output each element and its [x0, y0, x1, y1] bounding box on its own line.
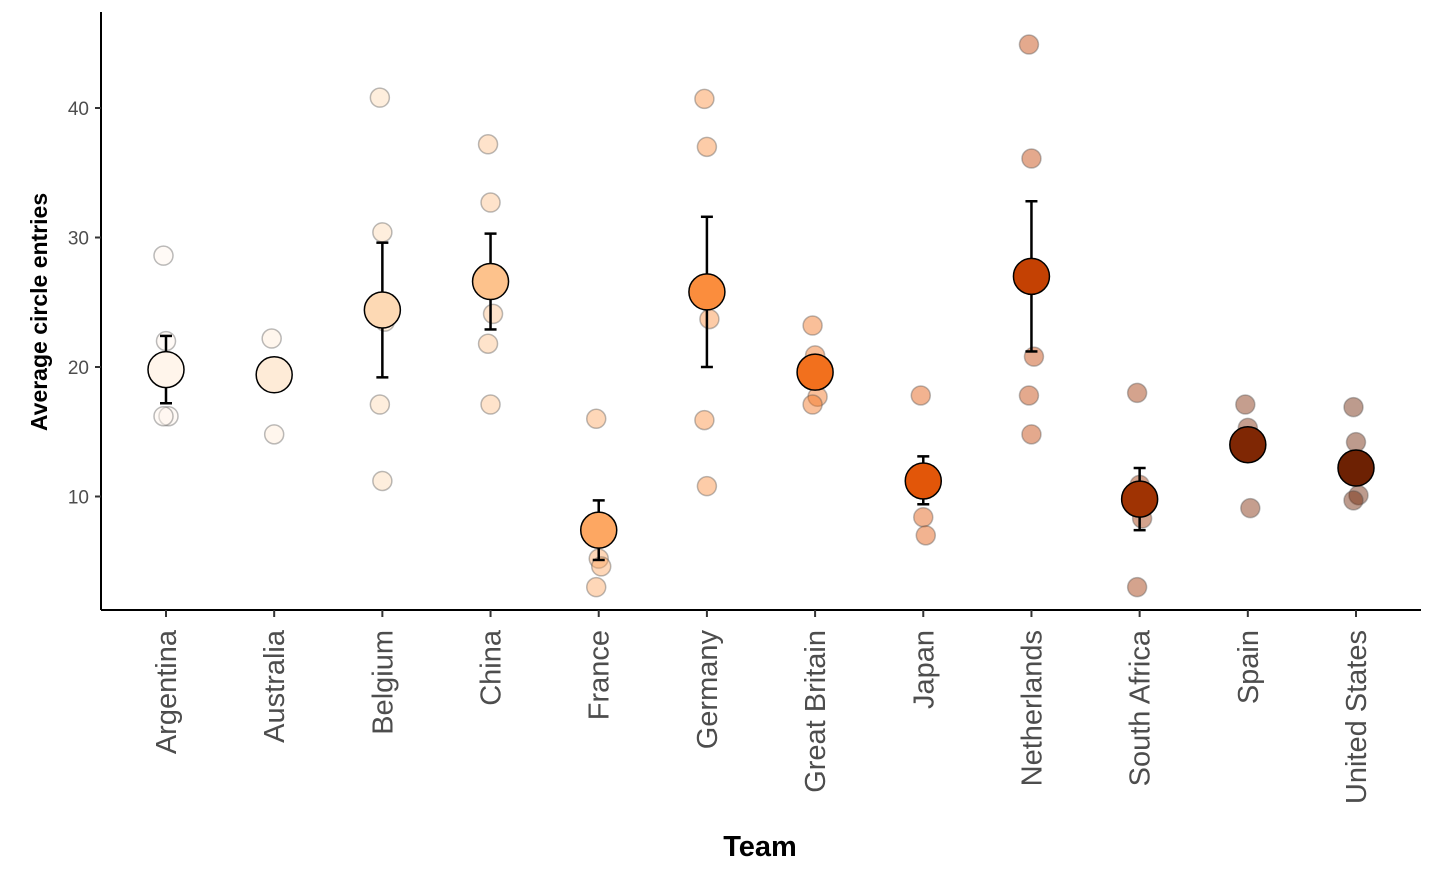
mean-marker-japan: [904, 462, 943, 500]
point-china-1: [480, 192, 501, 213]
point-germany-0: [694, 88, 715, 110]
y-tick-label-40: 40: [68, 99, 89, 120]
point-netherlands-4: [1021, 424, 1042, 445]
mean-marker-great-britain: [796, 353, 834, 391]
point-japan-2: [915, 525, 937, 546]
x-tick-label-argentina: Argentina: [151, 629, 183, 754]
mean-marker-australia: [255, 356, 293, 394]
point-argentina-3: [153, 405, 174, 427]
point-united-states-1: [1345, 431, 1367, 453]
mean-marker-germany: [688, 273, 726, 311]
x-tick-label-netherlands: Netherlands: [1016, 630, 1048, 786]
point-netherlands-0: [1018, 34, 1040, 55]
point-japan-0: [910, 385, 932, 406]
point-china-4: [480, 394, 501, 415]
point-australia-0: [261, 328, 282, 349]
point-belgium-0: [369, 87, 391, 108]
point-south-africa-3: [1126, 576, 1148, 598]
point-belgium-1: [372, 222, 393, 243]
x-axis-title: Team: [723, 831, 797, 863]
point-spain-2: [1240, 497, 1261, 519]
point-spain-0: [1235, 394, 1256, 415]
x-tick-label-belgium: Belgium: [367, 630, 399, 735]
point-australia-1: [263, 424, 285, 445]
point-belgium-3: [369, 394, 391, 415]
point-argentina-0: [153, 245, 174, 266]
mean-marker-spain: [1229, 425, 1267, 464]
y-ticks: 10 20 30 40: [68, 99, 101, 509]
point-netherlands-2: [1023, 346, 1045, 367]
point-united-states-3: [1343, 490, 1364, 511]
x-tick-label-australia: Australia: [259, 629, 291, 743]
mean-marker-china: [471, 262, 510, 301]
y-tick-label-10: 10: [68, 488, 89, 509]
point-great-britain-3: [802, 394, 823, 415]
point-china-2: [482, 303, 504, 325]
x-tick-label-germany: Germany: [692, 630, 724, 750]
point-germany-3: [694, 409, 715, 431]
point-germany-2: [699, 308, 720, 330]
point-netherlands-1: [1021, 148, 1042, 169]
x-tick-label-japan: Japan: [908, 630, 940, 709]
y-axis-title: Average circle entries: [26, 193, 52, 431]
error-bars-layer: [160, 199, 1146, 562]
point-belgium-4: [372, 470, 393, 492]
point-great-britain-0: [802, 315, 823, 336]
mean-marker-south-africa: [1120, 480, 1159, 518]
x-tick-label-china: China: [476, 629, 508, 706]
point-france-0: [585, 408, 607, 430]
point-netherlands-3: [1018, 385, 1040, 406]
mean-marker-united-states: [1337, 449, 1375, 487]
mean-marker-netherlands: [1012, 257, 1051, 296]
y-tick-label-20: 20: [68, 358, 89, 379]
x-ticks: Argentina Australia Belgium China France Germ…: [151, 610, 1373, 804]
mean-markers-layer: [147, 257, 1375, 549]
point-argentina-2: [158, 405, 179, 427]
point-japan-1: [913, 506, 934, 528]
x-tick-label-united-states: United States: [1341, 630, 1373, 804]
mean-marker-france: [579, 511, 618, 549]
x-tick-label-spain: Spain: [1233, 630, 1265, 704]
mean-marker-belgium: [363, 291, 402, 329]
raw-points-layer: [153, 34, 1369, 598]
mean-marker-argentina: [147, 350, 185, 389]
point-france-2: [590, 556, 612, 577]
y-tick-label-30: 30: [68, 229, 89, 250]
point-china-0: [477, 134, 499, 155]
x-tick-label-great-britain: Great Britain: [800, 630, 832, 793]
x-tick-label-france: France: [584, 630, 616, 720]
point-south-africa-0: [1126, 382, 1148, 404]
point-germany-1: [696, 136, 718, 158]
x-tick-label-south-africa: South Africa: [1125, 629, 1157, 786]
point-china-3: [477, 333, 499, 354]
point-france-3: [585, 576, 607, 598]
point-germany-4: [696, 475, 718, 497]
point-united-states-0: [1343, 396, 1364, 418]
